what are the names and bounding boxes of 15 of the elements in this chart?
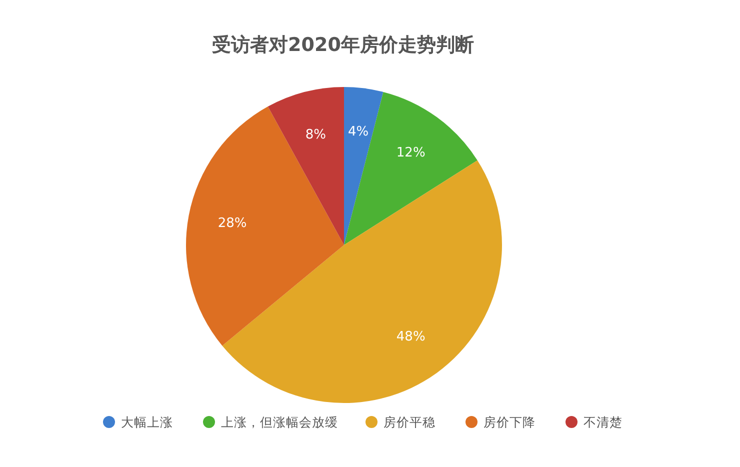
pie-slice (186, 106, 344, 346)
pie-slice (344, 92, 478, 245)
data-label: 4% (348, 124, 369, 140)
legend-label: 房价下降 (484, 414, 536, 430)
data-label: 8% (305, 127, 326, 142)
legend-label: 房价平稳 (384, 414, 436, 430)
pie-slice (344, 87, 384, 245)
data-label: 28% (218, 216, 247, 232)
pie-slice (268, 87, 344, 245)
legend-label: 大幅上涨 (121, 414, 173, 430)
legend-label: 不清楚 (584, 414, 622, 430)
legend-label: 上涨，但涨幅会放缓 (221, 414, 338, 430)
chart-title: 受访者对2020年房价走势判断 (212, 34, 474, 56)
data-label: 48% (396, 330, 426, 345)
data-label: 12% (396, 145, 426, 160)
